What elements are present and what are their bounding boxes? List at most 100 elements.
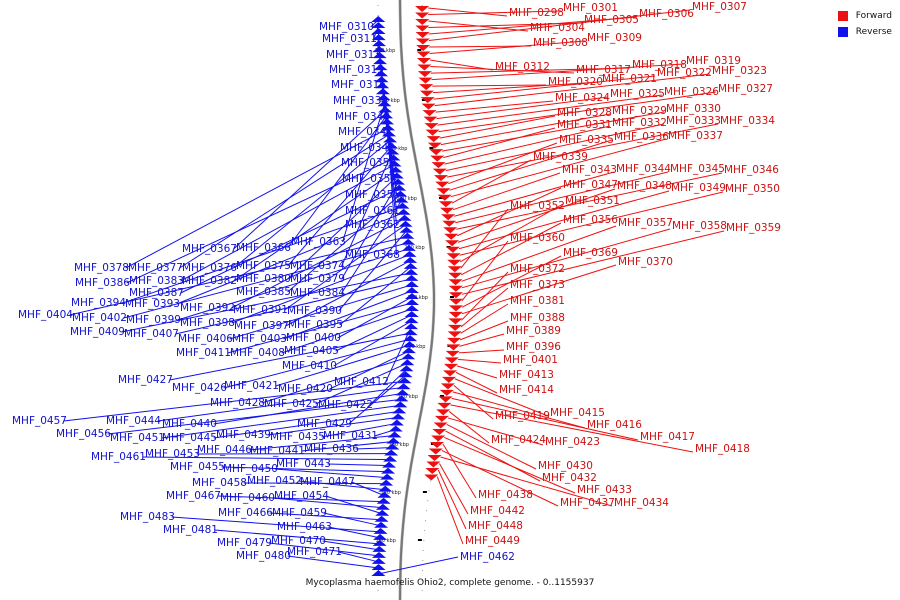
forward-label-MHF_0416: MHF_0416 xyxy=(587,419,642,431)
scale-tick-0 xyxy=(417,49,422,51)
forward-label-MHF_0401: MHF_0401 xyxy=(503,354,558,366)
forward-label-MHF_0349: MHF_0349 xyxy=(671,182,726,194)
reverse-label-MHF_0406: MHF_0406 xyxy=(178,333,233,345)
reverse-gene-MHF_0481 xyxy=(372,539,387,546)
reverse-gene-MHF_0406 xyxy=(404,280,419,287)
reverse-leader-MHF_0394 xyxy=(122,206,403,304)
forward-label-MHF_0360: MHF_0360 xyxy=(510,232,565,244)
forward-label-MHF_0357: MHF_0357 xyxy=(618,217,673,229)
reverse-gene-MHF_0397 xyxy=(403,256,418,263)
reverse-leader-MHF_0376 xyxy=(233,140,391,269)
reverse-label-MHF_0379: MHF_0379 xyxy=(290,273,345,285)
forward-gene-MHF_0369 xyxy=(448,305,463,312)
forward-leader-MHF_0442 xyxy=(438,463,469,515)
forward-gene-MHF_0305 xyxy=(415,25,430,32)
reverse-gene-MHF_0338 xyxy=(372,46,387,53)
forward-label-MHF_0301: MHF_0301 xyxy=(563,2,618,14)
forward-leader-MHF_0346 xyxy=(456,172,723,230)
reverse-label-MHF_0386: MHF_0386 xyxy=(75,277,130,289)
reverse-leader-MHF_0403 xyxy=(283,290,413,340)
reverse-label-MHF_0402: MHF_0402 xyxy=(72,312,127,324)
forward-gene-MHF_0307 xyxy=(415,38,430,45)
forward-gene-MHF_0432 xyxy=(432,428,447,435)
reverse-leader-MHF_0399 xyxy=(177,248,410,321)
forward-label-MHF_0298: MHF_0298 xyxy=(509,7,564,19)
reverse-label-MHF_0316: MHF_0316 xyxy=(331,79,386,91)
reverse-leader-MHF_0393 xyxy=(176,212,404,305)
forward-leader-MHF_0336 xyxy=(449,139,613,191)
forward-gene-MHF_0370 xyxy=(448,311,463,318)
reverse-gene-MHF_0444 xyxy=(396,383,411,390)
forward-gene-MHF_0401 xyxy=(444,357,459,364)
reverse-gene-MHF_0420 xyxy=(401,347,416,354)
reverse-gene-MHF_0400 xyxy=(404,292,419,299)
forward-label-MHF_0356: MHF_0356 xyxy=(563,214,618,226)
reverse-gene-MHF_0454 xyxy=(375,509,390,516)
reverse-leader-MHF_0382 xyxy=(233,170,397,282)
reverse-gene-MHF_0431 xyxy=(388,425,403,432)
reverse-leader-MHF_0447 xyxy=(351,481,385,497)
forward-label-MHF_0329: MHF_0329 xyxy=(612,105,667,117)
forward-label-MHF_0351: MHF_0351 xyxy=(565,195,620,207)
legend-reverse: Reverse xyxy=(837,24,892,40)
forward-label-MHF_0325: MHF_0325 xyxy=(610,88,665,100)
reverse-label-MHF_0481: MHF_0481 xyxy=(163,524,218,536)
reverse-leader-MHF_0451 xyxy=(161,404,401,439)
reverse-label-MHF_0338: MHF_0338 xyxy=(333,95,388,107)
forward-gene-MHF_0449 xyxy=(424,474,439,481)
reverse-gene-MHF_0341 xyxy=(373,58,388,65)
reverse-label-MHF_0453: MHF_0453 xyxy=(145,448,200,460)
reverse-gene-MHF_0443 xyxy=(382,461,397,468)
forward-gene-MHF_0317 xyxy=(417,64,432,71)
reverse-leader-MHF_0454 xyxy=(325,495,383,515)
reverse-gene-MHF_0366 xyxy=(379,112,394,119)
forward-gene-MHF_0416 xyxy=(439,389,454,396)
reverse-label-MHF_0462: MHF_0462 xyxy=(460,551,515,563)
forward-label-MHF_0424: MHF_0424 xyxy=(491,434,546,446)
reverse-gene-MHF_0441 xyxy=(386,437,401,444)
reverse-gene-MHF_0425 xyxy=(400,359,415,366)
forward-gene-MHF_0325 xyxy=(423,116,438,123)
reverse-gene-MHF_0426 xyxy=(403,335,418,342)
reverse-gene-MHF_0363 xyxy=(377,100,392,107)
forward-leader-MHF_0331 xyxy=(443,127,556,159)
forward-leader-MHF_0401 xyxy=(457,358,502,364)
reverse-label-MHF_0421: MHF_0421 xyxy=(224,380,279,392)
reverse-label-MHF_0405: MHF_0405 xyxy=(284,345,339,357)
forward-gene-MHF_0329 xyxy=(427,142,442,149)
reverse-gene-MHF_0471 xyxy=(371,557,386,564)
forward-gene-MHF_0423 xyxy=(434,415,449,422)
forward-leader-MHF_0372 xyxy=(461,271,509,321)
reverse-label-MHF_0450: MHF_0450 xyxy=(223,463,278,475)
reverse-leader-MHF_0387 xyxy=(180,188,400,294)
forward-leader-MHF_0373 xyxy=(460,287,509,328)
reverse-leader-MHF_0391 xyxy=(284,224,406,311)
reverse-label-MHF_0447: MHF_0447 xyxy=(300,476,355,488)
forward-leader-MHF_0370 xyxy=(461,264,617,315)
forward-gene-MHF_0331 xyxy=(430,155,445,162)
reverse-gene-MHF_0480 xyxy=(371,563,386,570)
reverse-gene-MHF_0447 xyxy=(377,491,392,498)
reverse-leader-MHF_0375 xyxy=(287,146,392,267)
forward-label-MHF_0323: MHF_0323 xyxy=(712,65,767,77)
forward-leader-MHF_0419 xyxy=(453,385,494,420)
forward-gene-MHF_0318 xyxy=(417,71,432,78)
forward-label-MHF_0333: MHF_0333 xyxy=(666,115,721,127)
forward-label-MHF_0328: MHF_0328 xyxy=(557,107,612,119)
reverse-gene-MHF_0315 xyxy=(371,34,386,41)
forward-leader-MHF_0312 xyxy=(429,59,494,71)
forward-gene-MHF_0328 xyxy=(426,136,441,143)
forward-gene-MHF_0424 xyxy=(436,409,451,416)
reverse-gene-MHF_0361 xyxy=(375,88,390,95)
reverse-label-MHF_0380: MHF_0380 xyxy=(236,273,291,285)
reverse-leader-MHF_0450 xyxy=(274,468,388,479)
forward-label-MHF_0322: MHF_0322 xyxy=(657,67,712,79)
forward-label-MHF_0346: MHF_0346 xyxy=(724,164,779,176)
reverse-gene-MHF_0407 xyxy=(404,274,419,281)
reverse-label-MHF_0455: MHF_0455 xyxy=(170,461,225,473)
forward-gene-MHF_0448 xyxy=(425,467,440,474)
reverse-label-MHF_0466: MHF_0466 xyxy=(218,507,273,519)
reverse-gene-MHF_0470 xyxy=(372,545,387,552)
forward-label-MHF_0414: MHF_0414 xyxy=(499,384,554,396)
reverse-leader-MHF_0462 xyxy=(378,556,459,575)
